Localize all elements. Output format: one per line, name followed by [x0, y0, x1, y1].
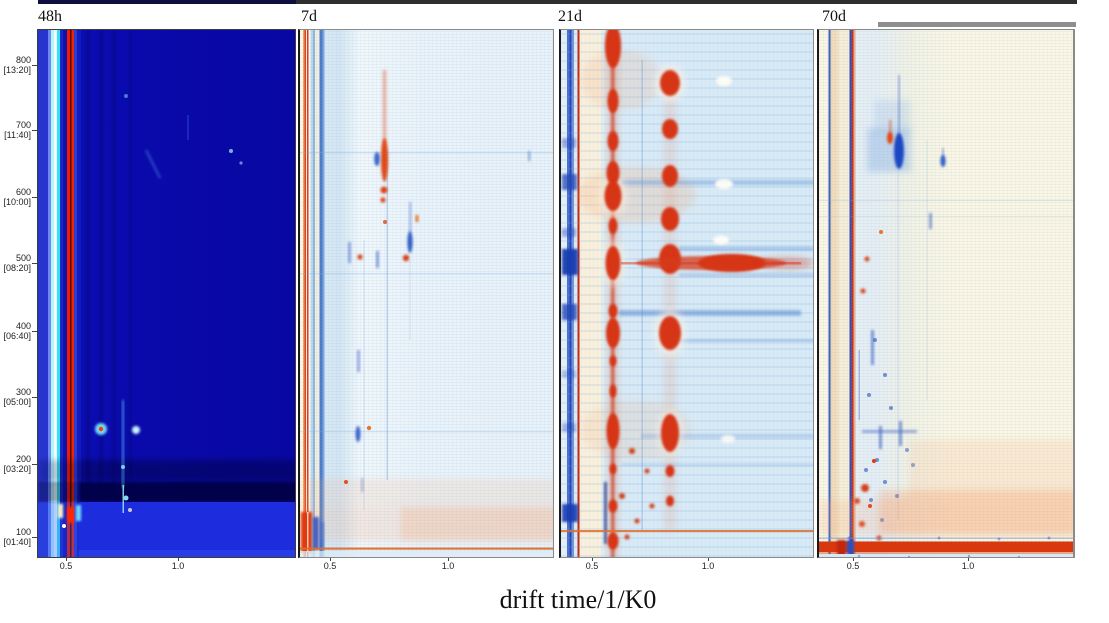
- x-tick-mark: [178, 558, 179, 561]
- x-tick-label: 0.5: [323, 561, 337, 571]
- x-tick-mark: [66, 558, 67, 561]
- panel-title-70d: 70d: [822, 8, 846, 25]
- x-tick-mark: [853, 558, 854, 561]
- heatmap-blobs-21d: [561, 30, 813, 557]
- heatmap-blobs-48h: [38, 30, 295, 557]
- x-tick-label: 1.0: [171, 561, 185, 571]
- heatmap-panel-7d[interactable]: [298, 29, 554, 558]
- heatmap-panel-70d[interactable]: [817, 29, 1075, 558]
- x-tick-mark: [592, 558, 593, 561]
- y-tick-400: 400 [06:40]: [3, 321, 31, 341]
- y-tick-mark: [32, 464, 37, 465]
- y-tick-100: 100 [01:40]: [3, 527, 31, 547]
- x-tick-mark: [708, 558, 709, 561]
- y-tick-300: 300 [05:00]: [3, 387, 31, 407]
- heatmap-panel-21d[interactable]: [559, 29, 814, 558]
- top-strip-decoration: [38, 0, 1077, 4]
- heatmap-panel-48h[interactable]: [37, 29, 296, 558]
- y-tick-mark: [32, 130, 37, 131]
- x-tick-mark: [968, 558, 969, 561]
- y-tick-mark: [32, 65, 37, 66]
- panel-title-7d: 7d: [301, 8, 317, 25]
- panel-title-21d: 21d: [558, 8, 582, 25]
- heatmap-blobs-7d: [300, 70, 553, 557]
- y-tick-700: 700 [11:40]: [4, 120, 31, 140]
- y-tick-mark: [32, 397, 37, 398]
- panel-title-48h: 48h: [38, 8, 62, 25]
- top-right-scrollbar[interactable]: [878, 22, 1076, 27]
- y-tick-500: 500 [08:20]: [3, 253, 31, 273]
- heatmap-blobs-70d: [819, 75, 1073, 557]
- x-tick-label: 1.0: [701, 561, 715, 571]
- y-tick-mark: [32, 197, 37, 198]
- y-tick-600: 600 [10:00]: [3, 187, 31, 207]
- x-tick-label: 0.5: [585, 561, 599, 571]
- y-tick-mark: [32, 537, 37, 538]
- y-tick-800: 800 [13:20]: [3, 55, 31, 75]
- x-tick-label: 0.5: [846, 561, 860, 571]
- x-tick-mark: [448, 558, 449, 561]
- y-tick-mark: [32, 263, 37, 264]
- x-tick-mark: [330, 558, 331, 561]
- x-tick-label: 1.0: [961, 561, 975, 571]
- y-tick-200: 200 [03:20]: [3, 454, 31, 474]
- y-tick-mark: [32, 331, 37, 332]
- x-tick-label: 0.5: [59, 561, 73, 571]
- x-axis-title: drift time/1/K0: [499, 585, 657, 614]
- x-tick-label: 1.0: [441, 561, 455, 571]
